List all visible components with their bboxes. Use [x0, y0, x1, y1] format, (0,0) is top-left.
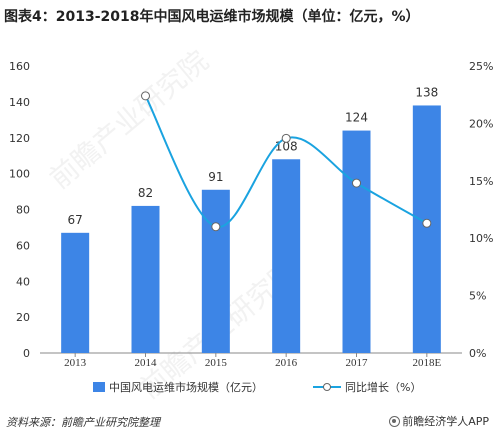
x-tick-label: 2015 [205, 357, 228, 369]
growth-line-series [141, 91, 432, 232]
brand-credit: 前瞻经济学人APP [389, 413, 489, 429]
growth-point [211, 222, 221, 232]
x-tick-label: 2014 [135, 357, 158, 369]
source-note: 资料来源：前瞻产业研究院整理 [6, 416, 160, 429]
x-tick-label: 2017 [346, 357, 369, 369]
y-left-tick-label: 120 [9, 132, 30, 145]
growth-point [281, 133, 291, 143]
bar-value-label: 82 [138, 186, 153, 200]
growth-point [352, 178, 361, 188]
qianzhan-logo-icon [389, 416, 401, 427]
growth-point [141, 91, 150, 101]
bar [61, 232, 90, 353]
chart-legend: 中国风电运维市场规模（亿元） 同比增长（%） [93, 380, 421, 394]
y-left-tick-label: 140 [9, 96, 30, 109]
chart-axes: 0 20 40 60 80 100 120 140 160 0% 5% 10% 15% 20% 25% 201… [9, 60, 493, 369]
y-right-tick-label: 0% [469, 347, 486, 360]
x-tick-label: 2016 [275, 357, 298, 369]
bar [131, 205, 160, 353]
y-right-tick-label: 10% [469, 232, 493, 245]
y-right-tick-label: 25% [469, 60, 493, 73]
y-left-tick-label: 20 [16, 311, 30, 324]
chart-title: 图表4：2013-2018年中国风电运维市场规模（单位：亿元，%） [4, 9, 420, 25]
growth-point [422, 218, 432, 228]
y-left-tick-label: 60 [16, 239, 30, 252]
y-right-tick-label: 5% [469, 290, 486, 303]
bar-series [61, 105, 441, 354]
bar [272, 159, 301, 353]
y-left-tick-label: 80 [16, 204, 30, 217]
bar-value-label: 67 [68, 213, 83, 227]
y-right-tick-label: 20% [469, 117, 493, 130]
bar [201, 189, 230, 353]
y-left-tick-label: 100 [9, 168, 30, 181]
y-left-tick-label: 160 [9, 60, 30, 73]
legend-swatch-bar [93, 382, 105, 392]
legend-label-line: 同比增长（%） [345, 380, 421, 394]
y-left-tick-label: 0 [23, 347, 30, 360]
bar-value-label: 91 [208, 170, 223, 184]
bar [412, 105, 441, 354]
x-tick-label: 2013 [64, 357, 87, 369]
legend-label-bar: 中国风电运维市场规模（亿元） [109, 380, 263, 394]
bar [342, 130, 371, 353]
brand-name: 前瞻经济学人APP [402, 415, 489, 428]
watermark-text: 前瞻产业研究院 [43, 44, 214, 195]
bar-value-label: 124 [345, 111, 368, 125]
legend-swatch-marker [323, 383, 331, 391]
bar-value-label: 138 [415, 85, 438, 99]
x-tick-label: 2018E [412, 357, 441, 369]
growth-line [144, 95, 428, 228]
y-left-tick-label: 40 [16, 275, 30, 288]
y-right-tick-label: 15% [469, 175, 493, 188]
